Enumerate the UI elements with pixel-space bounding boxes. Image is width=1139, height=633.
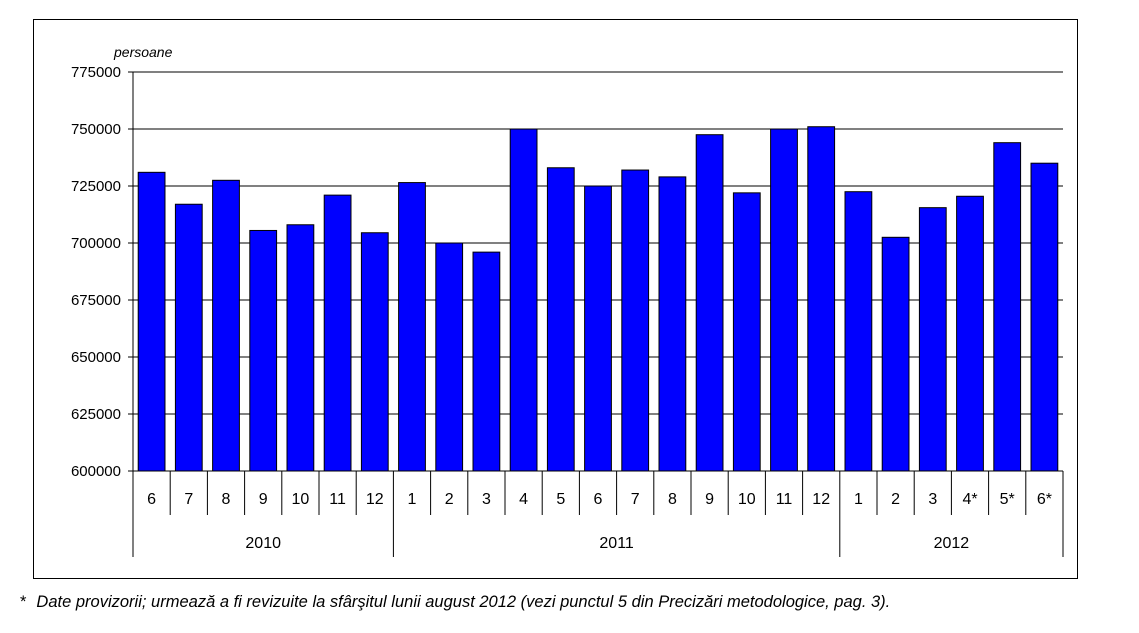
bar — [212, 179, 240, 472]
x-tick-label: 12 — [812, 491, 830, 508]
x-tick-label: 5 — [556, 491, 565, 508]
x-tick-label: 8 — [668, 491, 677, 508]
footnote: * Date provizorii; urmează a fi revizuite… — [20, 593, 890, 612]
axis-labels: 600000 625000 650000 675000 700000 725000 7500… — [71, 64, 1052, 552]
footnote-marker: * — [20, 593, 27, 611]
bar — [807, 126, 836, 472]
x-tick-label: 10 — [738, 491, 756, 508]
x-tick-label: 2 — [445, 491, 454, 508]
bar — [398, 182, 426, 472]
bar — [1030, 162, 1059, 472]
x-tick-label: 5* — [1000, 491, 1015, 508]
x-tick-label: 11 — [329, 491, 346, 508]
year-label: 2010 — [245, 535, 281, 552]
x-tick-label: 6* — [1037, 491, 1052, 508]
x-tick-label: 10 — [292, 491, 310, 508]
bar — [360, 232, 389, 472]
x-tick-label: 9 — [259, 491, 268, 508]
bar — [881, 236, 910, 472]
x-tick-label: 7 — [631, 491, 640, 508]
bar — [844, 191, 873, 472]
y-tick-label: 725000 — [71, 178, 121, 195]
y-tick-label: 700000 — [71, 235, 121, 252]
x-tick-label: 2 — [891, 491, 900, 508]
x-tick-label: 8 — [222, 491, 231, 508]
y-tick-label: 600000 — [71, 463, 121, 480]
x-tick-label: 1 — [408, 491, 417, 508]
y-unit-label: persoane — [113, 44, 173, 60]
bar — [472, 251, 501, 472]
bar — [174, 203, 203, 472]
bar — [249, 229, 278, 472]
axes — [128, 71, 1064, 557]
x-tick-label: 9 — [705, 491, 714, 508]
year-label: 2012 — [934, 535, 970, 552]
chart-frame: persoane 600000 625000 650000 675000 700000 7… — [33, 19, 1078, 579]
y-tick-label: 750000 — [71, 121, 121, 138]
y-tick-label: 675000 — [71, 292, 121, 309]
year-label: 2011 — [599, 535, 634, 552]
bar — [509, 128, 538, 472]
x-tick-label: 3 — [482, 491, 491, 508]
bar — [286, 224, 315, 472]
bars — [137, 126, 1059, 472]
bar — [956, 195, 984, 472]
y-tick-label: 625000 — [71, 406, 121, 423]
bar — [546, 167, 575, 472]
footnote-text: Date provizorii; urmează a fi revizuite … — [36, 593, 891, 611]
bar — [695, 134, 724, 472]
bar — [323, 194, 352, 472]
bar — [137, 171, 166, 472]
bar — [435, 242, 464, 472]
bar — [621, 169, 650, 472]
bar — [993, 142, 1022, 472]
x-tick-label: 6 — [147, 491, 156, 508]
bar — [770, 128, 798, 472]
y-tick-label: 775000 — [71, 64, 121, 81]
x-tick-label: 12 — [366, 491, 384, 508]
x-tick-label: 1 — [854, 491, 863, 508]
x-tick-label: 4 — [519, 491, 528, 508]
x-tick-label: 6 — [594, 491, 603, 508]
bar — [658, 176, 687, 472]
x-tick-label: 11 — [776, 491, 793, 508]
x-tick-label: 7 — [184, 491, 193, 508]
y-tick-label: 650000 — [71, 349, 121, 366]
bar — [732, 192, 761, 472]
bar-chart: persoane 600000 625000 650000 675000 700000 7… — [71, 44, 1064, 557]
x-tick-label: 3 — [928, 491, 937, 508]
x-tick-label: 4* — [962, 491, 977, 508]
bar — [584, 185, 612, 472]
bar — [918, 207, 947, 472]
